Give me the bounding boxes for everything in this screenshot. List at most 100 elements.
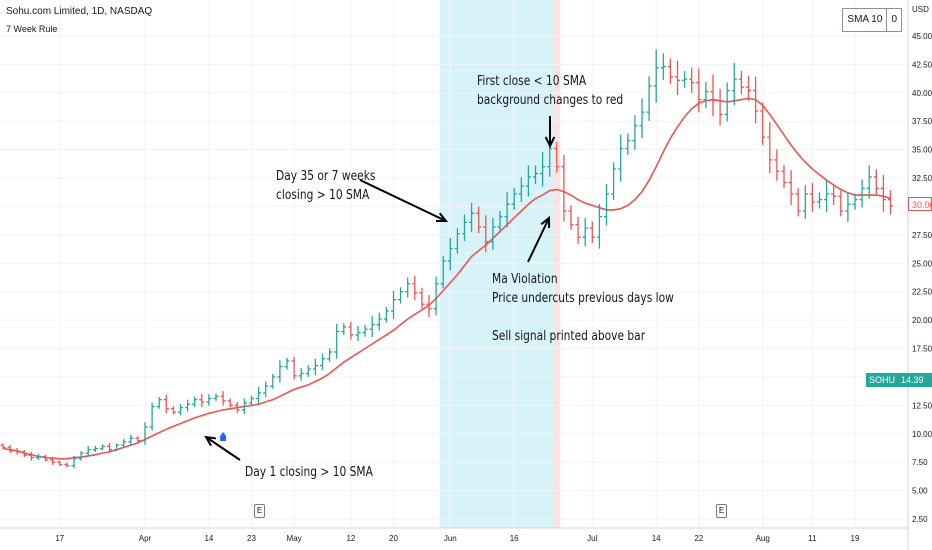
price-bar bbox=[355, 325, 361, 341]
price-bar bbox=[121, 439, 127, 448]
arrow-shaft bbox=[359, 179, 447, 222]
price-bar bbox=[774, 149, 780, 181]
time-tick-label: 20 bbox=[389, 534, 398, 543]
price-bar bbox=[518, 177, 524, 202]
time-tick-label: 14 bbox=[204, 534, 213, 543]
price-bar bbox=[390, 290, 397, 319]
price-bar bbox=[305, 365, 311, 377]
sma-line-path bbox=[2, 97, 891, 460]
price-bar bbox=[880, 174, 886, 212]
arrow-first-close bbox=[544, 116, 556, 149]
time-tick-label: Aug bbox=[756, 534, 770, 543]
indicator-title: 7 Week Rule bbox=[6, 24, 58, 34]
price-tick-label: 12.50 bbox=[912, 401, 932, 410]
price-bar bbox=[454, 228, 460, 254]
price-tick-label: 37.50 bbox=[912, 117, 932, 126]
price-tick-label: 17.50 bbox=[912, 345, 932, 354]
annotation-day1: Day 1 closing > 10 SMA bbox=[245, 465, 373, 480]
price-bar bbox=[717, 88, 723, 126]
price-bar bbox=[412, 275, 418, 301]
price-bar bbox=[248, 395, 255, 406]
price-bar bbox=[170, 406, 176, 415]
price-bar bbox=[625, 133, 631, 155]
price-bar bbox=[213, 393, 219, 401]
sma-legend[interactable]: SMA 10 0 bbox=[842, 8, 902, 32]
price-bar bbox=[674, 60, 681, 96]
time-tick-label: Jun bbox=[444, 534, 457, 543]
price-bar bbox=[582, 218, 588, 247]
arrow-ma-violation bbox=[527, 215, 551, 263]
price-tick-label: 45.00 bbox=[912, 32, 932, 41]
price-bar bbox=[575, 217, 581, 244]
sma-legend-value: 0 bbox=[886, 9, 901, 31]
price-bar bbox=[639, 98, 645, 139]
price-bar bbox=[128, 434, 134, 445]
price-bar bbox=[142, 422, 148, 445]
price-tick-label: 27.50 bbox=[912, 231, 932, 240]
price-bar bbox=[540, 152, 546, 187]
arrow-day1 bbox=[204, 435, 241, 461]
price-bar bbox=[738, 71, 744, 95]
price-bar bbox=[490, 217, 496, 250]
price-bar bbox=[660, 53, 666, 80]
price-bar bbox=[724, 82, 730, 122]
price-bar bbox=[85, 445, 91, 457]
price-bar bbox=[156, 397, 162, 409]
price-bar bbox=[348, 321, 354, 340]
time-tick-label: 19 bbox=[851, 534, 860, 543]
price-bar bbox=[78, 451, 84, 461]
sma-line bbox=[2, 97, 891, 460]
price-bar bbox=[497, 210, 503, 233]
price-bar bbox=[312, 358, 318, 376]
price-bar bbox=[887, 190, 894, 215]
price-bar bbox=[263, 381, 269, 397]
last-price-tag: 30.06 bbox=[908, 197, 932, 211]
price-bar bbox=[14, 447, 20, 455]
price-bar bbox=[816, 192, 823, 209]
price-bar bbox=[21, 450, 27, 458]
arrow-head bbox=[435, 212, 449, 223]
arrow-head bbox=[544, 136, 556, 149]
price-bar bbox=[277, 360, 283, 383]
price-tick-label: 7.50 bbox=[912, 458, 928, 467]
grid bbox=[0, 0, 908, 528]
price-bar bbox=[319, 353, 326, 371]
price-bar bbox=[206, 394, 212, 406]
price-bar bbox=[35, 453, 42, 460]
price-bar bbox=[809, 183, 815, 212]
price-bar bbox=[234, 401, 240, 413]
highlight-red bbox=[553, 0, 561, 528]
price-bar bbox=[703, 82, 709, 109]
price-bar bbox=[298, 368, 304, 381]
price-bar bbox=[327, 348, 333, 362]
price-bar bbox=[43, 454, 49, 462]
price-bar bbox=[511, 187, 517, 210]
price-tick-label: 5.00 bbox=[912, 487, 928, 496]
price-bar bbox=[767, 122, 773, 174]
price-bar bbox=[92, 445, 98, 453]
arrow-head bbox=[204, 435, 217, 447]
price-bar bbox=[838, 190, 844, 217]
price-bar bbox=[653, 49, 659, 103]
price-bar bbox=[135, 436, 141, 443]
price-bar bbox=[476, 206, 482, 233]
price-bar bbox=[689, 67, 695, 93]
price-bar bbox=[7, 445, 13, 453]
price-bar bbox=[554, 141, 560, 173]
earnings-marker[interactable]: E bbox=[716, 504, 727, 518]
price-bar bbox=[199, 394, 205, 407]
price-bar bbox=[866, 165, 872, 199]
price-bar bbox=[596, 203, 602, 249]
background-highlights bbox=[439, 0, 561, 528]
price-bar bbox=[99, 444, 105, 451]
price-bar bbox=[376, 312, 382, 331]
price-bar bbox=[845, 192, 851, 222]
price-bar bbox=[461, 214, 468, 241]
price-bar bbox=[525, 165, 531, 197]
price-bar bbox=[227, 398, 233, 408]
earnings-marker[interactable]: E bbox=[254, 504, 265, 518]
price-bar bbox=[57, 460, 63, 466]
annotation-first-close: First close < 10 SMA background changes … bbox=[477, 74, 624, 108]
price-bar bbox=[788, 170, 794, 206]
